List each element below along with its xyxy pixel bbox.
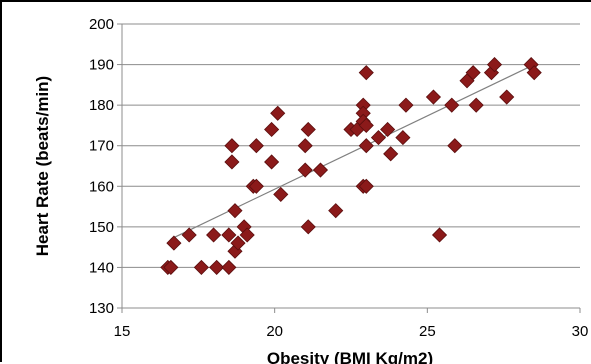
data-point [380, 121, 396, 138]
data-point [239, 227, 255, 243]
data-point [328, 203, 344, 219]
data-point [383, 146, 399, 162]
y-tick-label-150: 150 [89, 219, 114, 236]
data-point [206, 227, 222, 243]
data-point [221, 227, 237, 243]
data-point [395, 130, 411, 146]
data-point [230, 235, 246, 251]
x-tick-label-25: 25 [419, 323, 436, 340]
data-point [209, 259, 225, 275]
y-tick-label-200: 200 [89, 16, 114, 33]
data-point [398, 97, 414, 113]
x-tick-label-15: 15 [114, 323, 131, 340]
data-point [193, 259, 209, 275]
data-point [370, 130, 387, 146]
data-point [447, 138, 463, 154]
data-point [300, 219, 316, 235]
data-point [526, 65, 542, 81]
data-point [358, 117, 374, 133]
data-point [224, 154, 240, 170]
data-point [224, 138, 240, 154]
axes [117, 23, 581, 313]
data-point [358, 138, 374, 154]
data-point [300, 121, 316, 138]
data-point [297, 162, 313, 178]
y-axis-title: Heart Rate (beats/min) [33, 76, 52, 256]
data-point [486, 57, 503, 73]
y-tick-label-160: 160 [89, 178, 114, 195]
data-point [312, 162, 329, 178]
data-point [227, 203, 243, 219]
data-points [160, 57, 542, 275]
x-axis-title: Obesity (BMI Kg/m2) [267, 349, 433, 364]
y-tick-label-130: 130 [89, 300, 114, 317]
x-tick-label-20: 20 [266, 323, 283, 340]
data-point [468, 97, 484, 113]
y-tick-label-190: 190 [89, 57, 114, 74]
data-point [270, 105, 286, 121]
gridlines [122, 23, 580, 309]
trendline-layer [170, 64, 535, 240]
data-point [465, 65, 481, 81]
data-point [431, 227, 448, 243]
data-point [166, 235, 182, 251]
data-point [425, 89, 442, 105]
data-point [264, 154, 280, 170]
y-tick-label-140: 140 [89, 259, 114, 276]
data-point [273, 186, 289, 202]
y-tick-label-180: 180 [89, 97, 114, 114]
trendline [170, 64, 535, 240]
data-point [248, 178, 264, 194]
data-point [358, 65, 374, 81]
data-point [264, 121, 280, 138]
x-tick-label-30: 30 [572, 323, 589, 340]
data-point [248, 138, 264, 154]
data-point [358, 178, 374, 194]
data-point [163, 259, 179, 275]
data-point [444, 97, 460, 113]
data-point [297, 138, 313, 154]
data-point [221, 259, 237, 275]
data-point [499, 89, 515, 105]
y-tick-label-170: 170 [89, 138, 114, 155]
data-point [181, 227, 197, 243]
tick-labels: 130 140 150 160 170 180 190 200 15 20 25 30 [89, 16, 588, 340]
